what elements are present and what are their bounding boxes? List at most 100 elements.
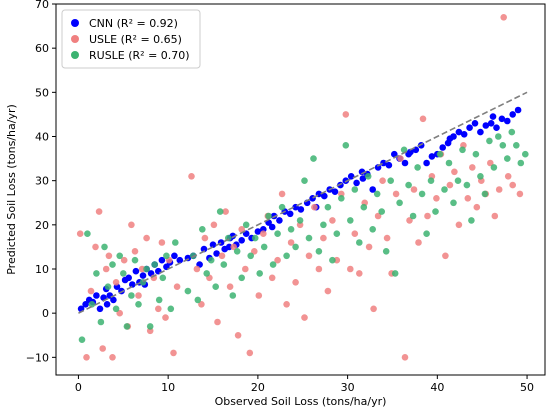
data-point-rusle-62 (356, 239, 363, 246)
data-point-usle-99 (516, 190, 524, 198)
data-point-usle-2 (87, 287, 95, 295)
data-point-cnn-4 (93, 292, 100, 299)
x-tick-label: 40 (430, 381, 444, 394)
data-point-usle-63 (351, 230, 359, 237)
data-point-rusle-16 (143, 265, 150, 273)
legend-label: USLE (R² = 0.65) (89, 33, 182, 46)
data-point-usle-43 (260, 230, 267, 237)
data-point-rusle-17 (146, 323, 154, 330)
data-point-rusle-34 (229, 292, 237, 299)
data-point-cnn-75 (439, 144, 447, 151)
data-point-usle-0 (76, 230, 84, 237)
data-point-rusle-28 (203, 270, 210, 277)
data-point-rusle-64 (364, 173, 372, 180)
data-point-usle-66 (365, 243, 373, 251)
data-point-rusle-83 (450, 199, 457, 207)
data-point-rusle-97 (513, 142, 520, 149)
data-point-rusle-24 (184, 287, 192, 295)
data-point-cnn-22 (158, 256, 166, 264)
data-point-rusle-11 (123, 323, 131, 330)
data-point-rusle-60 (347, 217, 354, 224)
data-point-cnn-87 (504, 117, 511, 125)
data-point-rusle-61 (351, 186, 359, 193)
data-point-cnn-55 (331, 188, 339, 195)
data-point-cnn-73 (428, 153, 436, 160)
data-point-cnn-89 (514, 106, 522, 114)
data-point-rusle-39 (251, 234, 259, 242)
data-point-usle-86 (455, 221, 463, 229)
data-point-rusle-21 (163, 252, 170, 260)
identity-reference-line (78, 91, 528, 314)
y-tick-label: 10 (35, 263, 49, 276)
data-point-rusle-89 (477, 173, 484, 180)
data-point-rusle-12 (128, 292, 135, 299)
data-point-rusle-46 (283, 252, 290, 260)
data-point-usle-53 (305, 252, 313, 260)
data-point-usle-47 (278, 190, 286, 198)
x-tick-label: 30 (341, 381, 355, 394)
data-point-rusle-81 (441, 186, 448, 193)
data-point-usle-96 (500, 13, 508, 21)
data-point-usle-20 (155, 305, 162, 313)
data-point-rusle-5 (101, 243, 108, 251)
y-tick-label: 0 (42, 307, 49, 320)
data-point-usle-46 (274, 256, 281, 264)
data-point-usle-33 (218, 252, 226, 260)
data-point-rusle-56 (329, 256, 336, 264)
data-point-usle-22 (162, 314, 169, 321)
data-point-usle-36 (230, 243, 237, 251)
data-point-rusle-42 (265, 212, 272, 220)
data-point-cnn-82 (477, 128, 484, 136)
data-point-rusle-1 (84, 230, 91, 237)
data-point-usle-69 (379, 177, 386, 184)
data-point-rusle-20 (159, 274, 167, 282)
data-point-usle-13 (128, 221, 135, 229)
data-point-usle-26 (188, 173, 195, 180)
data-point-usle-1 (83, 354, 90, 361)
data-point-cnn-15 (132, 267, 140, 275)
data-point-usle-45 (268, 274, 276, 282)
data-point-rusle-78 (427, 177, 435, 184)
data-point-rusle-57 (333, 230, 341, 237)
data-point-cnn-90 (103, 301, 111, 308)
y-tick-label: 40 (35, 131, 49, 144)
data-point-rusle-74 (409, 212, 417, 220)
data-point-usle-10 (116, 309, 123, 317)
data-point-rusle-30 (212, 283, 219, 291)
data-point-cnn-83 (482, 122, 490, 129)
data-point-cnn-62 (369, 186, 377, 193)
data-point-cnn-98 (446, 135, 454, 142)
data-point-cnn-38 (238, 237, 245, 244)
data-point-rusle-51 (305, 234, 313, 242)
data-point-rusle-88 (472, 150, 480, 158)
data-point-cnn-25 (171, 252, 178, 260)
data-point-usle-48 (283, 301, 290, 308)
legend-frame (61, 9, 201, 69)
data-point-usle-54 (311, 203, 318, 211)
data-point-rusle-36 (238, 274, 245, 282)
data-point-usle-57 (324, 287, 332, 295)
data-point-usle-39 (242, 265, 249, 273)
data-point-rusle-31 (216, 208, 224, 215)
data-point-usle-4 (95, 208, 103, 215)
data-point-cnn-59 (353, 179, 360, 187)
x-tick-label: 0 (75, 381, 82, 394)
data-point-rusle-6 (104, 283, 112, 291)
data-point-rusle-66 (373, 190, 381, 198)
y-tick-label: −10 (26, 351, 49, 364)
data-point-rusle-26 (194, 296, 202, 304)
data-point-rusle-98 (517, 159, 525, 167)
data-point-usle-42 (255, 292, 263, 299)
data-point-usle-81 (433, 195, 440, 202)
data-point-usle-84 (446, 181, 454, 189)
data-point-rusle-96 (508, 128, 516, 136)
data-point-rusle-23 (172, 239, 179, 246)
data-point-cnn-14 (129, 281, 136, 288)
data-point-rusle-87 (468, 217, 475, 224)
data-point-usle-74 (401, 354, 409, 361)
data-point-rusle-55 (324, 203, 332, 211)
data-point-usle-61 (342, 111, 350, 118)
data-point-rusle-50 (301, 177, 308, 184)
data-point-usle-78 (419, 115, 427, 123)
